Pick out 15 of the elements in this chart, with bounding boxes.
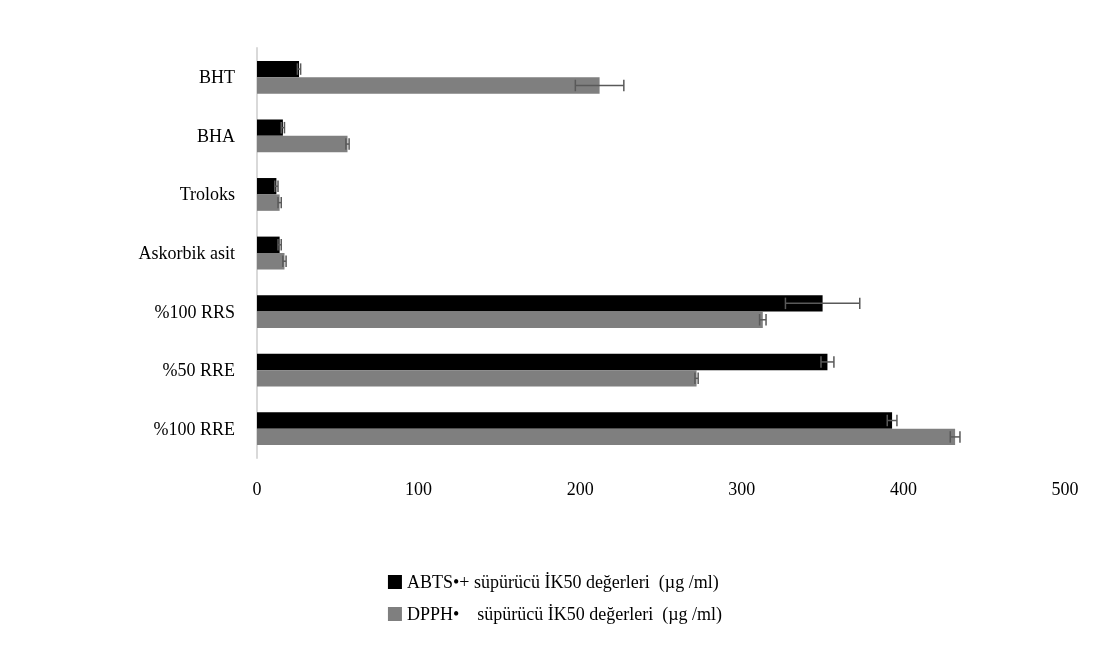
y-tick-label: %50 RRE xyxy=(162,360,235,381)
x-tick-label: 500 xyxy=(1051,479,1079,499)
x-tick-label: 100 xyxy=(405,479,433,499)
y-tick-label: BHA xyxy=(196,125,235,146)
x-tick-label: 200 xyxy=(566,479,594,499)
y-tick-label: Troloks xyxy=(179,184,235,205)
legend-label: ABTS•+ süpürücü İK50 değerleri (µg /ml) xyxy=(406,572,719,593)
legend-label: DPPH• süpürücü İK50 değerleri (µg /ml) xyxy=(406,604,723,625)
y-tick-label: BHT xyxy=(199,67,235,88)
y-tick-label: Askorbik asit xyxy=(138,243,235,263)
x-tick-label: 300 xyxy=(728,479,756,499)
y-tick-label: %100 RRS xyxy=(154,301,235,322)
y-tick-label: %100 RRE xyxy=(153,418,235,439)
x-tick-label: 400 xyxy=(889,479,917,499)
x-tick-label: 0 xyxy=(252,479,262,499)
